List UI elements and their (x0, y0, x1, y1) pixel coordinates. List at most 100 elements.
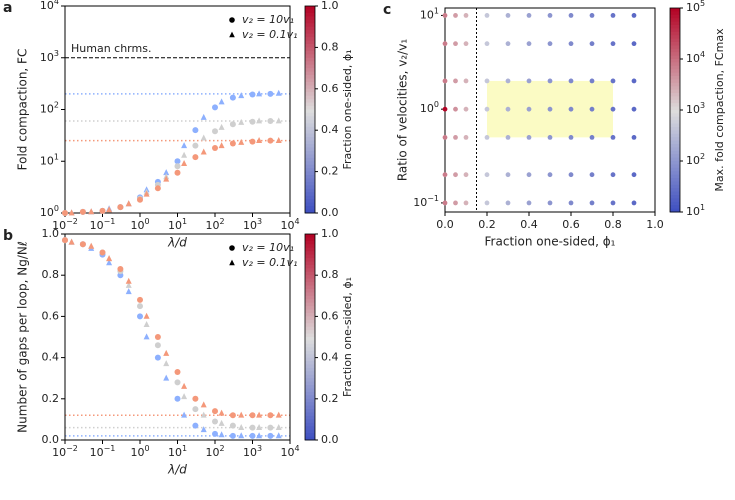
colorbar-strip (670, 178, 680, 182)
triangle-marker (238, 424, 245, 431)
colorbar-strip (670, 103, 680, 108)
colorbar-strip (305, 130, 315, 135)
triangle-marker (238, 432, 245, 439)
colorbar-strip (305, 357, 315, 362)
colorbar-strip (670, 120, 680, 125)
circle-marker (229, 121, 236, 128)
triangle-marker (143, 190, 150, 197)
colorbar-strip (305, 374, 315, 379)
colorbar-strip (305, 175, 315, 179)
colorbar-strip (670, 18, 680, 23)
circle-marker (212, 145, 218, 152)
colorbar-strip (670, 86, 680, 91)
point (547, 78, 553, 84)
x-tick-label: 102 (205, 444, 224, 460)
colorbar-strip (305, 47, 315, 52)
colorbar-strip (670, 11, 680, 16)
x-axis-label: λ/d (167, 463, 187, 477)
x-tick-label-exp: −1 (104, 217, 116, 226)
x-tick-label: 104 (280, 444, 299, 460)
triangle-marker (125, 288, 132, 295)
triangle-marker (200, 148, 207, 155)
circle-marker (192, 154, 199, 161)
colorbar-strip (305, 178, 315, 183)
colorbar-strip (670, 208, 680, 213)
colorbar-strip (305, 106, 315, 110)
colorbar-strip (305, 88, 315, 93)
colorbar-strip (305, 288, 315, 293)
x-tick-label-base: 10 (205, 219, 219, 232)
point (526, 13, 532, 18)
colorbar-tick-label-base: 10 (686, 205, 700, 218)
colorbar-frame (304, 5, 316, 214)
colorbar-strip (670, 96, 680, 101)
colorbar-strip (305, 112, 315, 117)
x-tick-label-exp: 4 (294, 444, 299, 453)
circle-marker (192, 422, 199, 429)
triangle-marker (218, 431, 225, 438)
x-tick-label-exp: 0 (144, 217, 149, 226)
colorbar-tick-label: 1.0 (321, 227, 339, 240)
colorbar-strip (670, 147, 680, 152)
triangle-marker (238, 138, 245, 145)
circle-marker (154, 185, 161, 192)
colorbar-strip (305, 61, 315, 66)
x-tick-label-base: 10 (243, 446, 257, 459)
colorbar-strip (305, 429, 315, 434)
colorbar-strip (305, 237, 315, 242)
circle-marker (249, 432, 256, 439)
circle-marker (117, 204, 124, 211)
triangle-marker (256, 90, 263, 97)
colorbar-strip (305, 137, 315, 142)
x-tick-label-base: 10 (280, 219, 294, 232)
point (453, 200, 458, 206)
circle-marker (79, 241, 86, 248)
point (505, 13, 511, 18)
colorbar-strip (305, 64, 315, 69)
colorbar-strip (305, 378, 315, 383)
y-tick-label-base: 0.2 (42, 392, 60, 405)
colorbar-strip (305, 371, 315, 376)
triangle-marker (88, 242, 95, 249)
circle-marker (212, 128, 218, 135)
colorbar-strip (305, 171, 315, 176)
colorbar-strip (305, 19, 315, 24)
colorbar-strip (305, 150, 315, 155)
colorbar-strip (670, 140, 680, 145)
colorbar-strip (670, 25, 680, 29)
point (484, 13, 490, 18)
y-tick-label: 101 (420, 6, 439, 22)
colorbar-tick-label-exp: 3 (700, 101, 705, 110)
colorbar-tick-label: 0.2 (321, 165, 339, 178)
point (442, 134, 448, 140)
point (505, 134, 511, 140)
point (568, 134, 574, 140)
colorbar-tick-label: 105 (686, 0, 705, 14)
colorbar-strip (305, 119, 315, 124)
colorbar-strip (670, 150, 680, 155)
point (610, 200, 616, 206)
colorbar-strip (305, 16, 315, 21)
triangle-marker (181, 151, 188, 158)
triangle-marker (218, 419, 225, 426)
circle-marker (212, 430, 218, 437)
point (589, 78, 595, 84)
triangle-marker (200, 401, 207, 408)
x-tick-label-exp: 4 (294, 217, 299, 226)
point (442, 78, 448, 84)
circle-marker (154, 342, 161, 349)
colorbar-strip (305, 40, 315, 45)
triangle-marker (200, 411, 207, 418)
colorbar-tick-label: 0.4 (321, 351, 339, 364)
point (631, 41, 637, 47)
triangle-marker (238, 411, 245, 418)
x-tick-label: 0.0 (436, 218, 454, 231)
triangle-marker (275, 137, 282, 144)
triangle-marker (275, 424, 282, 431)
colorbar-strip (305, 23, 315, 28)
triangle-marker (143, 333, 150, 340)
colorbar-tick-label-base: 0.8 (321, 268, 339, 281)
colorbar-tick-label-base: 0.2 (321, 165, 339, 178)
circle-marker (267, 412, 274, 419)
point (589, 172, 595, 178)
